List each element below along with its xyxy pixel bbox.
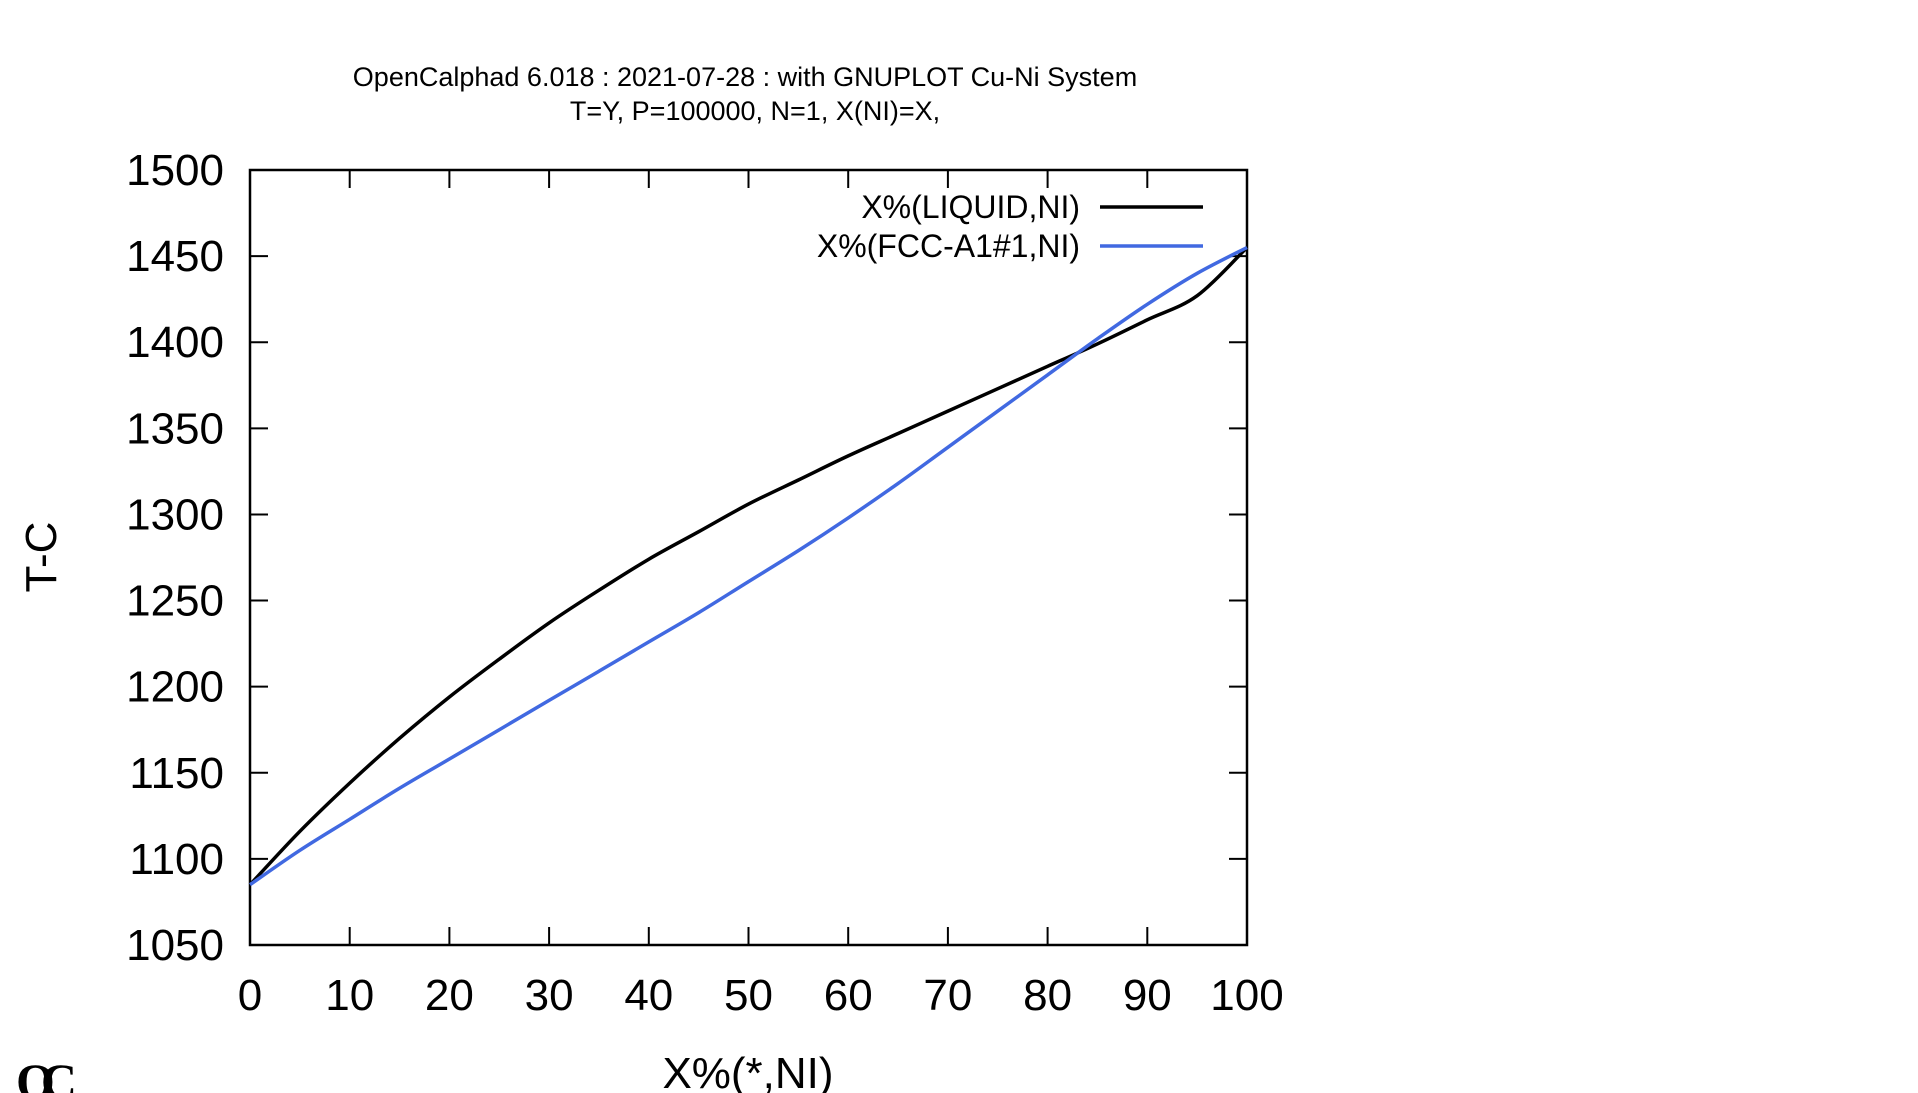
x-tick-label: 70	[923, 971, 972, 1020]
x-tick-label: 10	[325, 971, 374, 1020]
x-tick-label: 60	[824, 971, 873, 1020]
x-tick-label: 30	[525, 971, 574, 1020]
y-tick-label: 1200	[126, 663, 224, 712]
y-axis: 1050 1100 1150 1200 1250 1300 1350 1400 1450 1500	[126, 146, 1247, 970]
x-tick-label: 100	[1210, 971, 1283, 1020]
x-axis: 0 10 20 30 40 50 60 70 80 90 100	[238, 170, 1284, 1020]
legend: X%(LIQUID,NI)X%(FCC-A1#1,NI)	[817, 189, 1203, 264]
y-tick-label: 1350	[126, 404, 224, 453]
y-tick-label: 1150	[129, 749, 224, 798]
legend-label-0: X%(LIQUID,NI)	[861, 189, 1080, 225]
x-tick-label: 90	[1123, 971, 1172, 1020]
plot-area	[248, 168, 1249, 947]
legend-label-1: X%(FCC-A1#1,NI)	[817, 228, 1080, 264]
series-group	[248, 245, 1249, 887]
y-tick-label: 1300	[126, 490, 224, 539]
chart-subtitle: T=Y, P=100000, N=1, X(NI)=X,	[570, 96, 940, 126]
x-tick-label: 40	[624, 971, 673, 1020]
x-tick-label: 20	[425, 971, 474, 1020]
x-tick-label: 80	[1023, 971, 1072, 1020]
x-tick-label: 0	[238, 971, 262, 1020]
series-line-1	[249, 245, 1248, 887]
opencalphad-logo: OC	[16, 1053, 74, 1093]
y-tick-label: 1400	[126, 318, 224, 367]
y-tick-label: 1500	[126, 146, 224, 195]
x-tick-label: 50	[724, 971, 773, 1020]
plot-frame	[248, 168, 1249, 947]
y-tick-label: 1450	[126, 232, 224, 281]
y-tick-label: 1050	[126, 921, 224, 970]
y-axis-label: T-C	[17, 522, 66, 593]
x-axis-label: X%(*,NI)	[662, 1049, 833, 1093]
y-tick-label: 1250	[126, 577, 224, 626]
y-tick-label: 1100	[129, 835, 224, 884]
chart-title: OpenCalphad 6.018 : 2021-07-28 : with GN…	[353, 62, 1137, 92]
